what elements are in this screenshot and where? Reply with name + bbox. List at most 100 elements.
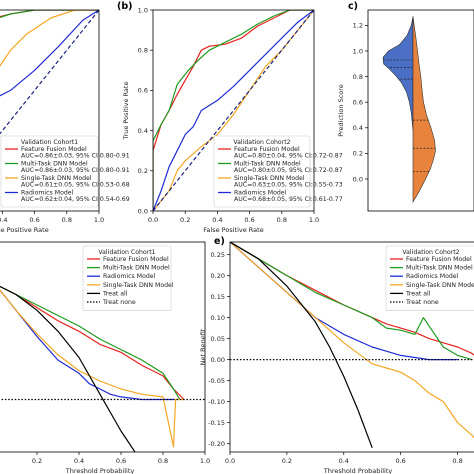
x-tick-label: 1.0 xyxy=(94,216,104,224)
x-tick-label: 0.4 xyxy=(339,457,349,465)
plot-area xyxy=(0,285,205,452)
plot-area xyxy=(153,10,314,211)
legend-entry-label: Radiomics Model xyxy=(21,190,74,197)
radiomics-model-line xyxy=(153,10,314,211)
y-tick-label: 0.4 xyxy=(353,124,363,132)
y-tick-label: -0.10 xyxy=(208,398,225,406)
legend-entry-label: Single-Task DNN Model xyxy=(234,175,305,182)
x-tick-label: 0.4 xyxy=(212,216,222,224)
y-tick-label: 0.4 xyxy=(138,127,148,135)
y-tick-label: -0.20 xyxy=(208,440,225,448)
legend-entry-auc: AUC=0.68±0.05, 95% CI:0.61-0.77 xyxy=(234,196,343,203)
y-tick-label: 0.2 xyxy=(353,150,363,158)
panel-2: 0.0 0.2 0.4 0.6 0.8 1.0 0.0 0.2 0.4 0.6 0.8 1.0 Fals… xyxy=(122,6,343,234)
legend-entry-label: Treat all xyxy=(102,290,128,297)
y-tick-label: 0.05 xyxy=(211,335,225,343)
y-tick-label: 0.6 xyxy=(353,98,363,106)
legend-entry-label: Multi-Task DNN Model xyxy=(406,265,473,272)
y-tick-label: 0.0 xyxy=(353,175,363,183)
radiomics-model-line xyxy=(0,289,174,401)
legend-entry-label: Treat all xyxy=(405,290,431,297)
single-task-dnn-model-line xyxy=(230,242,474,439)
legend-box xyxy=(82,245,172,311)
legend-entry-label: Radiomics Model xyxy=(103,273,156,280)
plot-area: Validation Cohort1 xyxy=(382,16,443,224)
panel-label: c) xyxy=(348,1,358,12)
y-tick-label: 1.2 xyxy=(353,22,363,30)
plot-frame xyxy=(367,9,474,212)
legend-entry-label: Radiomics Model xyxy=(234,190,287,197)
y-tick-label: 1.0 xyxy=(353,47,363,55)
legend-entry-auc: AUC=0.86±0.03, 95% CI:0.80-0.91 xyxy=(21,153,130,160)
y-axis-label: True Positive Rate xyxy=(122,82,130,141)
legend-entry-auc: AUC=0.80±0.04, 95% CI:0.72-0.87 xyxy=(234,153,343,160)
panel-label: e) xyxy=(214,236,225,247)
y-tick-label: 0.25 xyxy=(211,251,225,259)
x-tick-label: 0.0 xyxy=(148,216,158,224)
y-axis-label: Net Benefit xyxy=(199,328,207,365)
x-tick-label: 0.6 xyxy=(244,216,254,224)
legend-entry-auc: AUC=0.86±0.03, 95% CI:0.80-0.91 xyxy=(21,167,130,174)
legend-entry-label: Single-Task DNN Model xyxy=(21,175,92,182)
y-tick-label: 0.8 xyxy=(138,47,148,55)
x-tick-label: 0.2 xyxy=(180,216,190,224)
legend-title: Validation Cohort1 xyxy=(98,249,155,256)
reference-line xyxy=(153,10,314,211)
legend-entry-auc: AUC=0.62±0.04, 95% CI:0.54-0.69 xyxy=(21,196,130,203)
multi-task-dnn-model-line xyxy=(0,10,99,19)
x-tick-label: 0.8 xyxy=(62,216,72,224)
y-tick-label: 0.6 xyxy=(138,87,148,95)
violin-half-left xyxy=(382,16,414,131)
x-tick-label: 0.4 xyxy=(74,457,84,465)
x-axis-label: False Positive Rate xyxy=(203,226,263,234)
x-tick-label: 1.0 xyxy=(200,457,210,465)
y-tick-label: 0.10 xyxy=(211,314,225,322)
x-tick-label: 0.8 xyxy=(158,457,168,465)
legend-entry-label: Feature Fusion Model xyxy=(103,256,169,263)
y-tick-label: 0.20 xyxy=(211,272,225,280)
legend-title: Validation Cohort1 xyxy=(21,139,78,146)
legend-entry-label: Single-Task DNN Model xyxy=(103,282,174,289)
legend-entry-label: Single-Task DNN Model xyxy=(406,282,474,289)
panel-5: 0.0 0.2 0.4 0.6 0.8 -0.20 -0.15 -0.10 -0.05 0.00 0… xyxy=(199,241,474,474)
x-tick-label: 0.8 xyxy=(277,216,287,224)
y-tick-label: 0.15 xyxy=(211,293,225,301)
treat-all-line xyxy=(230,242,373,449)
panel-label: (b) xyxy=(117,1,132,12)
legend-entry-label: Feature Fusion Model xyxy=(234,146,300,153)
x-axis-label: Threshold Probability xyxy=(65,467,135,474)
y-tick-label: 0.2 xyxy=(138,167,148,175)
y-tick-label: 0.00 xyxy=(211,356,225,364)
radiomics-model-line xyxy=(0,10,99,97)
plot-area xyxy=(0,10,99,135)
multi-task-dnn-model-line xyxy=(230,242,472,361)
legend-entry-auc: AUC=0.80±0.05, 95% CI:0.72-0.87 xyxy=(234,167,343,174)
x-tick-label: 0.4 xyxy=(0,216,8,224)
legend-entry-label: Treat none xyxy=(102,299,136,306)
single-task-dnn-model-line xyxy=(0,289,184,448)
y-axis-label: Prediction Score xyxy=(337,84,345,137)
reference-line xyxy=(0,10,99,135)
y-tick-label: 0.0 xyxy=(138,207,148,215)
plot-frame xyxy=(229,241,474,453)
panel-1: 0.4 0.6 0.8 1.0 False Positive Rate Validatio… xyxy=(0,9,130,234)
legend-box xyxy=(385,245,474,311)
plot-frame xyxy=(152,9,315,212)
legend-entry-label: Treat none xyxy=(405,299,439,306)
legend-entry-label: Multi-Task DNN Model xyxy=(21,161,88,168)
x-tick-label: 0.2 xyxy=(32,457,42,465)
legend-title: Validation Cohort2 xyxy=(402,249,459,256)
legend-box xyxy=(0,135,99,208)
x-tick-label: 0.6 xyxy=(395,457,405,465)
x-axis-label: False Positive Rate xyxy=(0,226,49,234)
x-axis-label: Threshold Probability xyxy=(323,467,393,474)
treat-all-line xyxy=(0,285,136,452)
y-tick-label: 0.8 xyxy=(353,73,363,81)
legend-entry-label: Multi-Task DNN Model xyxy=(234,161,301,168)
single-task-dnn-model-line xyxy=(153,10,314,211)
x-tick-label: 0.6 xyxy=(116,457,126,465)
panel-3: Validation Cohort1 0.0 0.2 0.4 0.6 0.8 1.0 1.2 P… xyxy=(337,9,474,224)
x-tick-label: Validation Cohort1 xyxy=(383,216,443,224)
legend-entry-label: Feature Fusion Model xyxy=(406,256,472,263)
